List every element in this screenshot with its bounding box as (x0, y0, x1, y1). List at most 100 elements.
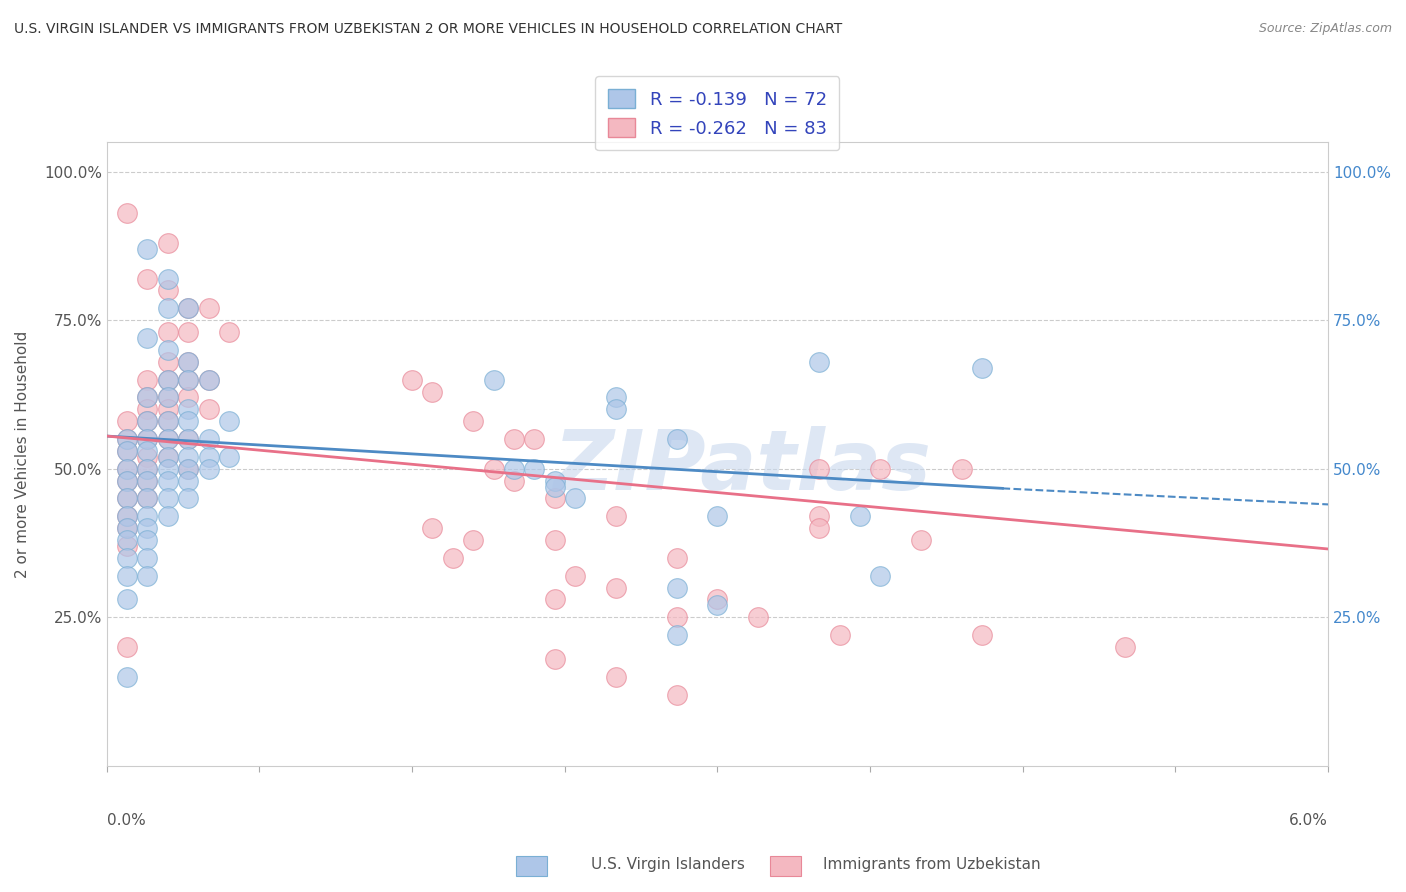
Point (115, 462, 138, 476)
Point (156, 414, 179, 428)
Point (136, 491, 159, 506)
Point (156, 450, 179, 464)
Point (422, 521, 444, 535)
Point (156, 271, 179, 285)
Point (136, 491, 159, 506)
Point (665, 688, 688, 702)
Point (441, 550, 464, 565)
Point (177, 432, 200, 446)
Point (115, 550, 138, 565)
Point (605, 391, 627, 405)
Point (463, 533, 485, 547)
Point (115, 206, 138, 220)
Point (156, 325, 179, 339)
Point (747, 610, 769, 624)
Point (177, 474, 200, 488)
Point (136, 373, 159, 387)
Point (115, 414, 138, 428)
Point (177, 462, 200, 476)
Point (156, 402, 179, 417)
Point (115, 521, 138, 535)
Legend: R = -0.139   N = 72, R = -0.262   N = 83: R = -0.139 N = 72, R = -0.262 N = 83 (596, 76, 839, 150)
Point (706, 509, 728, 524)
Point (706, 599, 728, 613)
Point (665, 581, 688, 595)
Text: Immigrants from Uzbekistan: Immigrants from Uzbekistan (823, 857, 1040, 872)
Point (115, 432, 138, 446)
Point (136, 414, 159, 428)
Point (197, 462, 219, 476)
Point (197, 450, 219, 464)
Point (156, 284, 179, 298)
Point (502, 462, 524, 476)
Point (502, 474, 524, 488)
Point (115, 491, 138, 506)
Point (482, 462, 505, 476)
Point (564, 491, 586, 506)
Point (197, 301, 219, 316)
Point (543, 479, 565, 493)
Point (156, 391, 179, 405)
Point (218, 450, 240, 464)
Point (218, 325, 240, 339)
Point (869, 568, 891, 582)
Point (115, 474, 138, 488)
Point (808, 462, 831, 476)
Point (136, 521, 159, 535)
Text: ZIPatlas: ZIPatlas (553, 425, 931, 507)
Point (115, 521, 138, 535)
Point (665, 610, 688, 624)
Text: 0.0%: 0.0% (107, 813, 145, 828)
Point (665, 432, 688, 446)
Point (177, 402, 200, 417)
Point (136, 391, 159, 405)
Point (136, 509, 159, 524)
Point (115, 509, 138, 524)
Point (177, 373, 200, 387)
Point (156, 432, 179, 446)
Point (156, 343, 179, 357)
Point (115, 592, 138, 607)
Point (177, 432, 200, 446)
Point (177, 491, 200, 506)
Point (543, 474, 565, 488)
Point (156, 373, 179, 387)
Point (136, 462, 159, 476)
Point (115, 509, 138, 524)
Point (605, 581, 627, 595)
Point (115, 533, 138, 547)
Point (665, 550, 688, 565)
Text: U.S. Virgin Islanders: U.S. Virgin Islanders (591, 857, 744, 872)
Point (849, 509, 872, 524)
Point (136, 444, 159, 458)
Point (156, 414, 179, 428)
Point (156, 301, 179, 316)
Point (156, 509, 179, 524)
Point (197, 432, 219, 446)
Point (422, 384, 444, 399)
Point (502, 432, 524, 446)
Point (605, 402, 627, 417)
Text: 6.0%: 6.0% (1289, 813, 1329, 828)
Point (136, 568, 159, 582)
Y-axis label: 2 or more Vehicles in Household: 2 or more Vehicles in Household (15, 330, 30, 577)
Point (115, 568, 138, 582)
Point (156, 462, 179, 476)
Point (136, 450, 159, 464)
Point (177, 450, 200, 464)
Point (808, 521, 831, 535)
Point (136, 462, 159, 476)
Point (136, 474, 159, 488)
Point (970, 628, 993, 642)
Point (156, 373, 179, 387)
Point (115, 444, 138, 458)
Point (808, 509, 831, 524)
Point (177, 414, 200, 428)
Point (136, 533, 159, 547)
Point (115, 462, 138, 476)
Point (115, 474, 138, 488)
Point (197, 373, 219, 387)
Point (115, 670, 138, 684)
Text: Source: ZipAtlas.com: Source: ZipAtlas.com (1258, 22, 1392, 36)
Point (136, 402, 159, 417)
